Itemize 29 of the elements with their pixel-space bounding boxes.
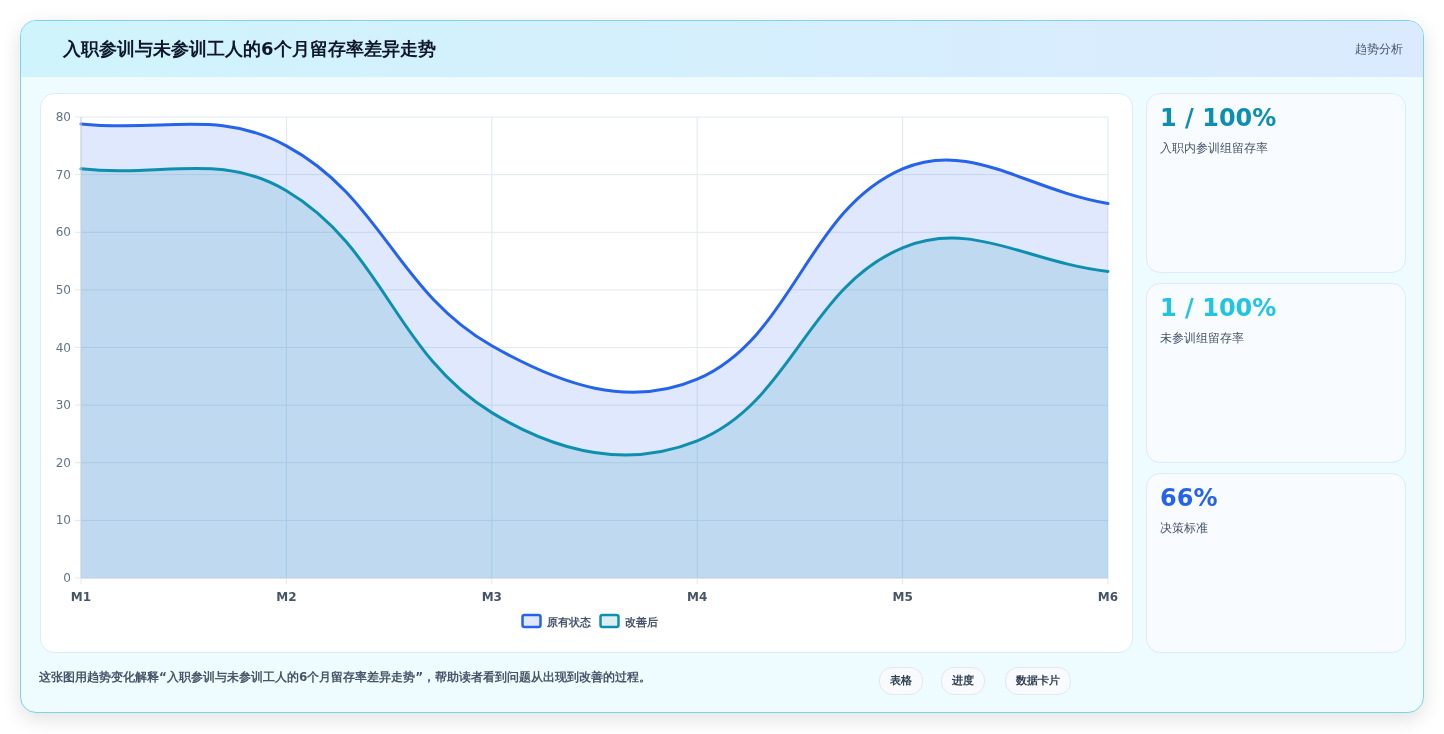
y-tick-label: 60 [55,225,71,240]
legend-label: 原有状态 [545,616,592,629]
x-tick-label: M5 [892,590,913,604]
text: 决策标准 [1160,520,1208,537]
x-tick-label: M6 [1097,590,1119,604]
y-tick-label: 30 [55,398,71,413]
y-tick-label: 40 [55,340,71,355]
text: 表格 [879,667,923,695]
text: 趋势分析 [1355,41,1403,58]
x-tick-label: M1 [70,590,92,604]
x-tick-label: M4 [687,590,708,604]
text: 1 / 100% [1160,294,1277,322]
y-tick-label: 20 [55,455,71,470]
text: 1 / 100% [1160,104,1277,132]
text: 进度 [941,667,985,695]
text: 66% [1160,484,1218,512]
y-tick-label: 10 [55,513,71,528]
chart-title: 入职参训与未参训工人的6个月留存率差异走势 [63,37,436,61]
y-tick-label: 50 [55,282,71,297]
x-tick-label: M3 [481,590,502,604]
text: 未参训组留存率 [1160,330,1244,347]
x-tick-label: M2 [276,590,297,604]
y-tick-label: 80 [55,110,71,124]
text: 这张图用趋势变化解释“入职参训与未参训工人的6个月留存率差异走势”，帮助读者看到问题从出现到改善的过程。 [39,669,652,686]
y-tick-label: 70 [55,167,71,182]
y-tick-label: 0 [63,571,71,585]
legend-label: 改善后 [624,616,658,629]
text: 数据卡片 [1005,667,1071,695]
text: 入职内参训组留存率 [1160,140,1268,157]
